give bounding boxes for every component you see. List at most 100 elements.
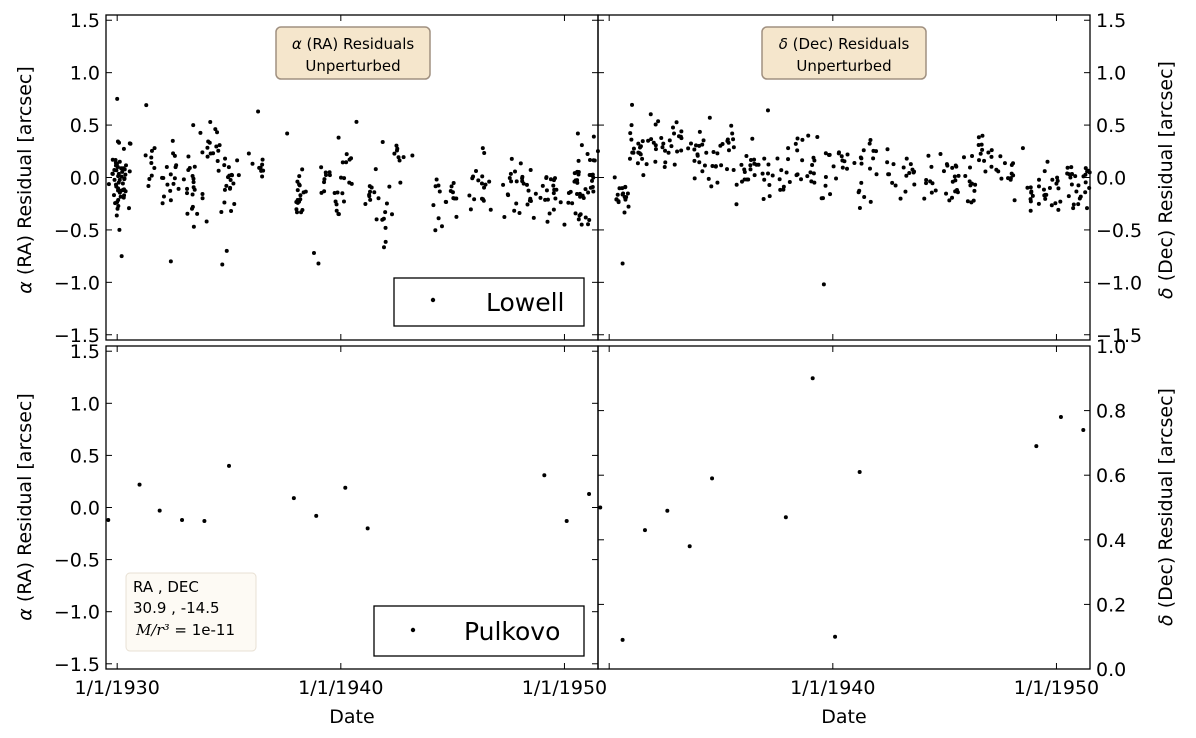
- data-point: [1083, 190, 1088, 195]
- data-point: [544, 188, 549, 193]
- data-point: [260, 162, 265, 167]
- data-point: [653, 147, 658, 152]
- data-point: [644, 162, 649, 167]
- data-point: [1083, 166, 1088, 171]
- data-point: [729, 123, 734, 128]
- data-point: [171, 151, 176, 156]
- data-point: [620, 261, 625, 266]
- y-tick-label: 0.0: [1096, 168, 1126, 190]
- data-point: [525, 202, 530, 207]
- y-tick-label: −0.5: [54, 220, 100, 242]
- data-point: [627, 156, 632, 161]
- data-point: [752, 173, 757, 178]
- data-point: [795, 148, 800, 153]
- data-point: [961, 155, 966, 160]
- data-point: [715, 151, 720, 156]
- data-point: [659, 136, 664, 141]
- y-tick-label: −1.0: [54, 602, 100, 624]
- data-point: [344, 160, 349, 165]
- data-point: [295, 188, 300, 193]
- y-tick-label: 0.4: [1096, 530, 1126, 552]
- data-point: [367, 194, 372, 199]
- data-point: [784, 170, 789, 175]
- data-point: [989, 148, 994, 153]
- data-point: [725, 139, 730, 144]
- data-point: [622, 210, 627, 215]
- data-point: [223, 156, 228, 161]
- data-point: [121, 195, 126, 200]
- data-point: [365, 526, 370, 531]
- data-point: [181, 177, 186, 182]
- data-point: [576, 217, 581, 222]
- data-point: [566, 191, 571, 196]
- data-point: [660, 145, 665, 150]
- dec-box-line2: Unperturbed: [796, 57, 891, 75]
- data-point: [383, 225, 388, 230]
- data-point: [667, 138, 672, 143]
- ra-residuals-box: α (RA) Residuals Unperturbed: [275, 26, 431, 80]
- legend-pulkovo-marker: [410, 627, 416, 633]
- data-point: [1042, 169, 1047, 174]
- data-point: [898, 196, 903, 201]
- data-point: [982, 158, 987, 163]
- data-point: [598, 505, 603, 510]
- data-point: [963, 174, 968, 179]
- data-point: [640, 156, 645, 161]
- data-point: [123, 172, 128, 177]
- data-point: [591, 189, 596, 194]
- data-point: [583, 187, 588, 192]
- data-point: [653, 159, 658, 164]
- data-point: [339, 175, 344, 180]
- data-point: [929, 164, 934, 169]
- data-point: [1028, 208, 1033, 213]
- data-point: [451, 181, 456, 186]
- data-point: [367, 184, 372, 189]
- data-point: [641, 173, 646, 178]
- data-point: [217, 143, 222, 148]
- data-point: [117, 159, 122, 164]
- data-point: [1077, 196, 1082, 201]
- y-tick-label: 1.5: [70, 10, 100, 32]
- data-point: [524, 182, 529, 187]
- data-point: [1058, 415, 1063, 420]
- data-point: [587, 491, 592, 496]
- data-point: [586, 222, 591, 227]
- data-point: [980, 133, 985, 138]
- data-point: [709, 184, 714, 189]
- data-point: [501, 182, 506, 187]
- data-point: [781, 187, 786, 192]
- dec-box-line1: δ (Dec) Residuals: [779, 35, 910, 53]
- data-point: [116, 198, 121, 203]
- data-point: [343, 485, 348, 490]
- data-point: [945, 163, 950, 168]
- data-point: [165, 182, 170, 187]
- data-point: [1009, 162, 1014, 167]
- data-point: [192, 187, 197, 192]
- data-point: [640, 139, 645, 144]
- data-point: [692, 176, 697, 181]
- data-point: [827, 152, 832, 157]
- data-point: [236, 173, 241, 178]
- data-point: [354, 119, 359, 124]
- data-point: [649, 137, 654, 142]
- data-point: [110, 157, 115, 162]
- data-point: [1034, 444, 1039, 449]
- data-point: [551, 191, 556, 196]
- data-point: [106, 518, 111, 523]
- data-point: [368, 189, 373, 194]
- data-point: [373, 167, 378, 172]
- data-point: [595, 149, 600, 154]
- data-point: [911, 170, 916, 175]
- y-axis-label-top-left: α (RA) Residual [arcsec]: [14, 66, 36, 294]
- data-point: [903, 189, 908, 194]
- x-axis-label-right: Date: [821, 706, 866, 728]
- y-tick-label: 0.2: [1096, 594, 1126, 616]
- data-point: [202, 519, 207, 524]
- data-point: [228, 177, 233, 182]
- data-point: [118, 194, 123, 199]
- data-point: [116, 186, 121, 191]
- data-point: [113, 201, 118, 206]
- data-point: [332, 190, 337, 195]
- data-point: [117, 177, 122, 182]
- data-point: [114, 213, 119, 218]
